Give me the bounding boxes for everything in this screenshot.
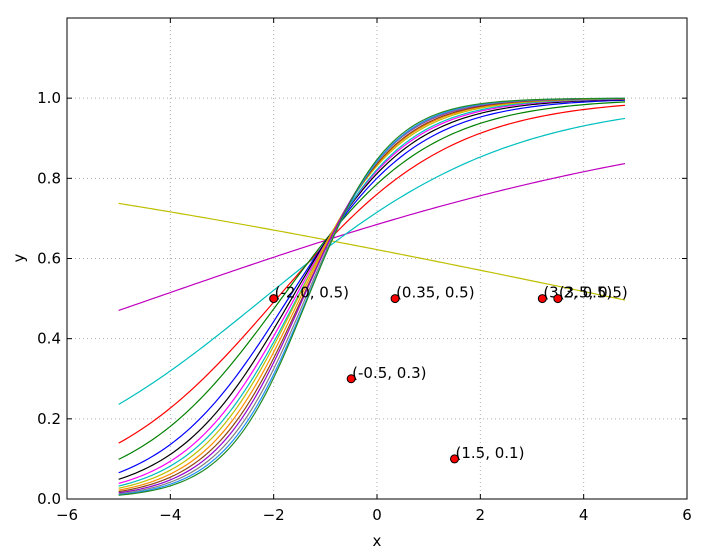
y-tick-label: 0.8 bbox=[37, 169, 61, 187]
series-line-0 bbox=[118, 202, 626, 301]
data-point-label-3: (1.5, 0.1) bbox=[456, 444, 525, 462]
series-line-15 bbox=[118, 97, 626, 496]
points-group: (-2.0, 0.5) (0.35, 0.5) (-0.5, 0.3) (1.5, 0… bbox=[269, 284, 628, 464]
series-line-6 bbox=[118, 98, 626, 480]
series-line-2 bbox=[118, 117, 626, 405]
data-point-0 bbox=[269, 294, 279, 304]
x-tick-label: −6 bbox=[56, 506, 78, 524]
x-tick-label: 6 bbox=[682, 506, 692, 524]
x-tick-label: 0 bbox=[372, 506, 382, 524]
series-line-3 bbox=[118, 104, 626, 444]
series-line-8 bbox=[118, 98, 626, 487]
data-point-2 bbox=[346, 374, 356, 384]
x-tick-label: −2 bbox=[263, 506, 285, 524]
data-point-label-5: (3.5, 0.5) bbox=[559, 284, 628, 302]
y-tick-label: 0.0 bbox=[37, 490, 61, 508]
x-tick-label: 4 bbox=[579, 506, 589, 524]
data-point-label-1: (0.35, 0.5) bbox=[396, 284, 475, 302]
series-line-1 bbox=[118, 162, 626, 312]
data-point-4 bbox=[537, 294, 547, 304]
series-group bbox=[118, 97, 626, 496]
y-tick-label: 0.6 bbox=[37, 250, 61, 268]
series-line-7 bbox=[118, 98, 626, 484]
ticks-group: −6 −4 −2 0 2 4 6 0.0 0.2 0.4 0.6 0.8 1.0 bbox=[37, 18, 692, 524]
data-point-label-2: (-0.5, 0.3) bbox=[352, 364, 426, 382]
data-point-label-0: (-2.0, 0.5) bbox=[275, 284, 349, 302]
x-axis-label: x bbox=[373, 532, 382, 550]
series-line-5 bbox=[118, 99, 626, 474]
y-tick-label: 0.2 bbox=[37, 410, 61, 428]
y-tick-label: 1.0 bbox=[37, 89, 61, 107]
y-tick-label: 0.4 bbox=[37, 330, 61, 348]
x-tick-label: −4 bbox=[159, 506, 181, 524]
y-axis-label: y bbox=[10, 253, 28, 262]
x-tick-label: 2 bbox=[476, 506, 486, 524]
data-point-5 bbox=[553, 294, 563, 304]
data-point-1 bbox=[390, 294, 400, 304]
series-line-4 bbox=[118, 101, 626, 460]
data-point-3 bbox=[450, 454, 459, 464]
